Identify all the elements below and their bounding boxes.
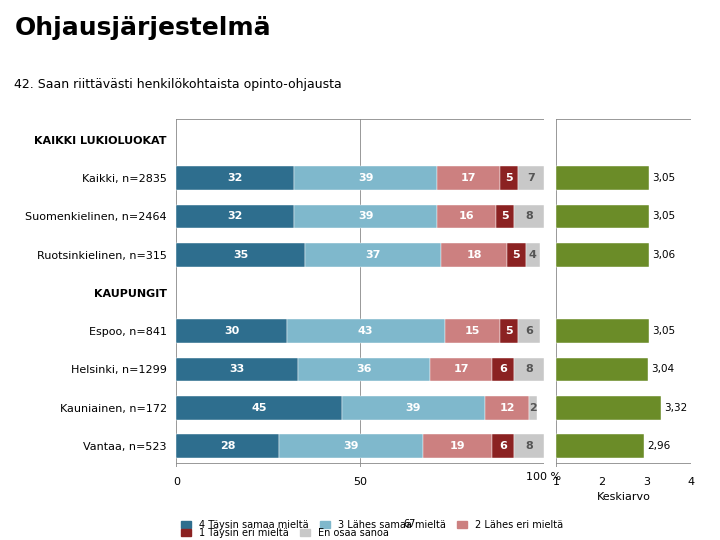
Bar [176, 243, 305, 267]
Bar [515, 205, 544, 228]
Bar [294, 166, 437, 190]
Text: 5: 5 [505, 173, 513, 183]
Bar [507, 243, 526, 267]
Bar [492, 357, 515, 381]
Text: 2,96: 2,96 [647, 441, 671, 451]
Bar [557, 357, 648, 381]
Bar [305, 243, 441, 267]
Text: 32: 32 [228, 211, 243, 221]
Bar [515, 434, 544, 458]
Bar [485, 396, 529, 420]
Text: 3,05: 3,05 [652, 173, 675, 183]
Bar [176, 357, 297, 381]
Text: 17: 17 [454, 364, 469, 375]
Text: 6: 6 [500, 364, 508, 375]
Bar [515, 357, 544, 381]
Text: 16: 16 [459, 211, 474, 221]
Text: 5: 5 [505, 326, 513, 336]
Text: 5: 5 [513, 249, 520, 260]
Text: 39: 39 [358, 211, 374, 221]
Text: 5: 5 [502, 211, 509, 221]
Text: 19: 19 [450, 441, 465, 451]
Bar [437, 205, 496, 228]
Text: 3,06: 3,06 [652, 249, 675, 260]
Text: 45: 45 [251, 403, 267, 413]
Text: 33: 33 [230, 364, 245, 375]
Bar [294, 205, 437, 228]
Bar [441, 243, 507, 267]
Text: 15: 15 [464, 326, 480, 336]
Text: 17: 17 [461, 173, 477, 183]
Text: 12: 12 [500, 403, 515, 413]
Text: 4: 4 [529, 249, 537, 260]
Text: 3,05: 3,05 [652, 211, 675, 221]
Bar [176, 319, 287, 343]
Bar [557, 434, 644, 458]
Bar [287, 319, 445, 343]
Text: 35: 35 [233, 249, 248, 260]
X-axis label: Keskiarvo: Keskiarvo [597, 492, 651, 502]
Bar [176, 396, 342, 420]
Text: 8: 8 [526, 364, 533, 375]
Bar [437, 166, 500, 190]
Text: 3,32: 3,32 [664, 403, 687, 413]
Text: 30: 30 [224, 326, 239, 336]
Text: 3,04: 3,04 [651, 364, 675, 375]
Text: Ohjausjärjestelmä: Ohjausjärjestelmä [14, 16, 271, 40]
Bar [176, 166, 294, 190]
Bar [492, 434, 515, 458]
Text: 8: 8 [526, 441, 533, 451]
Text: 28: 28 [220, 441, 235, 451]
Bar [176, 205, 294, 228]
Bar [500, 319, 518, 343]
Bar [518, 166, 544, 190]
Text: 39: 39 [358, 173, 374, 183]
Text: 3,05: 3,05 [652, 326, 675, 336]
Text: 6: 6 [500, 441, 508, 451]
Bar [526, 243, 540, 267]
Text: 42. Saan riittävästi henkilökohtaista opinto-ohjausta: 42. Saan riittävästi henkilökohtaista op… [14, 78, 342, 91]
Legend: 4 Täysin samaa mieltä, 3 Lähes samaa mieltä, 2 Lähes eri mieltä: 4 Täysin samaa mieltä, 3 Lähes samaa mie… [181, 519, 563, 530]
Legend: 1 Täysin eri mieltä, En osaa sanoa: 1 Täysin eri mieltä, En osaa sanoa [181, 528, 389, 538]
Bar [557, 166, 649, 190]
Bar [518, 319, 540, 343]
Text: 67: 67 [403, 519, 415, 529]
Bar [500, 166, 518, 190]
Bar [557, 205, 649, 228]
Text: 37: 37 [365, 249, 381, 260]
Bar [297, 357, 430, 381]
Bar [342, 396, 485, 420]
Bar [496, 205, 515, 228]
Text: 8: 8 [526, 211, 533, 221]
Text: 43: 43 [358, 326, 374, 336]
Text: 100 %: 100 % [526, 472, 562, 482]
Text: 18: 18 [467, 249, 482, 260]
Text: 7: 7 [527, 173, 535, 183]
Bar [445, 319, 500, 343]
Text: 32: 32 [228, 173, 243, 183]
Text: 2: 2 [529, 403, 536, 413]
Bar [279, 434, 423, 458]
Bar [557, 243, 649, 267]
Text: 36: 36 [356, 364, 372, 375]
Bar [430, 357, 492, 381]
Bar [557, 396, 661, 420]
Bar [423, 434, 492, 458]
Bar [529, 396, 536, 420]
Text: 39: 39 [343, 441, 359, 451]
Text: 6: 6 [526, 326, 533, 336]
Bar [176, 434, 279, 458]
Text: 39: 39 [405, 403, 421, 413]
Bar [557, 319, 649, 343]
